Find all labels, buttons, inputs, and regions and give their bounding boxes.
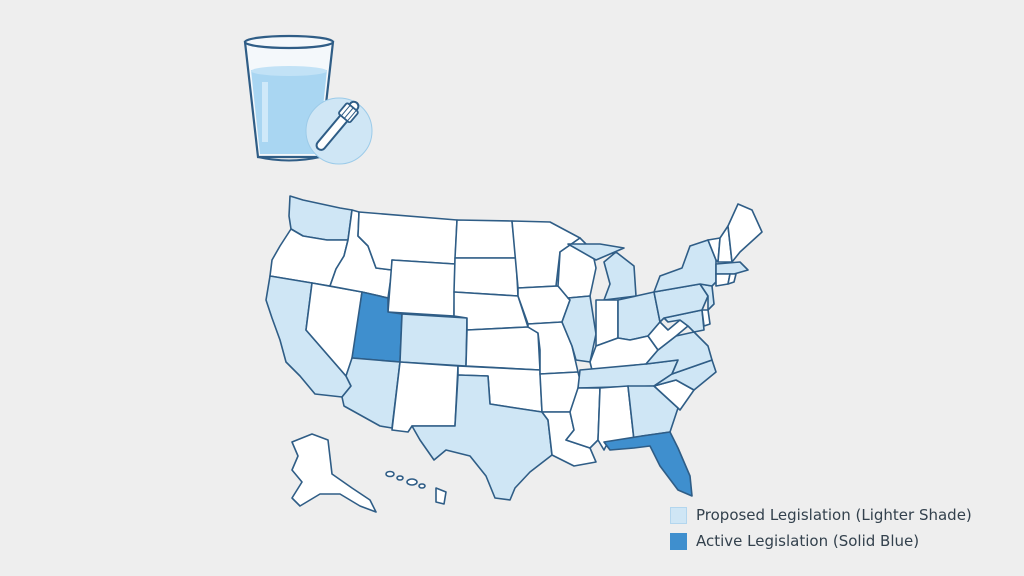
us-states-map	[265, 195, 763, 513]
state-ak[interactable]	[291, 433, 377, 513]
map-legend: Proposed Legislation (Lighter Shade) Act…	[670, 506, 972, 550]
state-me[interactable]	[727, 203, 763, 263]
state-ny[interactable]	[653, 239, 717, 293]
state-ri[interactable]	[727, 273, 737, 285]
state-hi[interactable]	[385, 470, 447, 505]
state-az[interactable]	[341, 357, 401, 429]
state-ks[interactable]	[465, 326, 541, 371]
state-sd[interactable]	[453, 257, 519, 297]
legend-swatch-active	[670, 532, 687, 550]
state-co[interactable]	[399, 313, 468, 367]
legend-swatch-proposed	[670, 506, 687, 524]
state-wy[interactable]	[387, 259, 456, 317]
water-glass-toothbrush-icon	[243, 34, 373, 165]
state-nd[interactable]	[454, 219, 517, 259]
state-tx[interactable]	[411, 374, 553, 501]
state-ma[interactable]	[715, 261, 749, 275]
legend-label-active: Active Legislation (Solid Blue)	[696, 532, 920, 550]
legend-label-proposed: Proposed Legislation (Lighter Shade)	[696, 506, 972, 524]
legend-item-proposed: Proposed Legislation (Lighter Shade)	[670, 506, 972, 524]
state-fl[interactable]	[603, 431, 693, 497]
state-de[interactable]	[701, 309, 711, 327]
state-nm[interactable]	[391, 361, 459, 433]
state-il[interactable]	[561, 295, 597, 363]
legend-item-active: Active Legislation (Solid Blue)	[670, 532, 972, 550]
